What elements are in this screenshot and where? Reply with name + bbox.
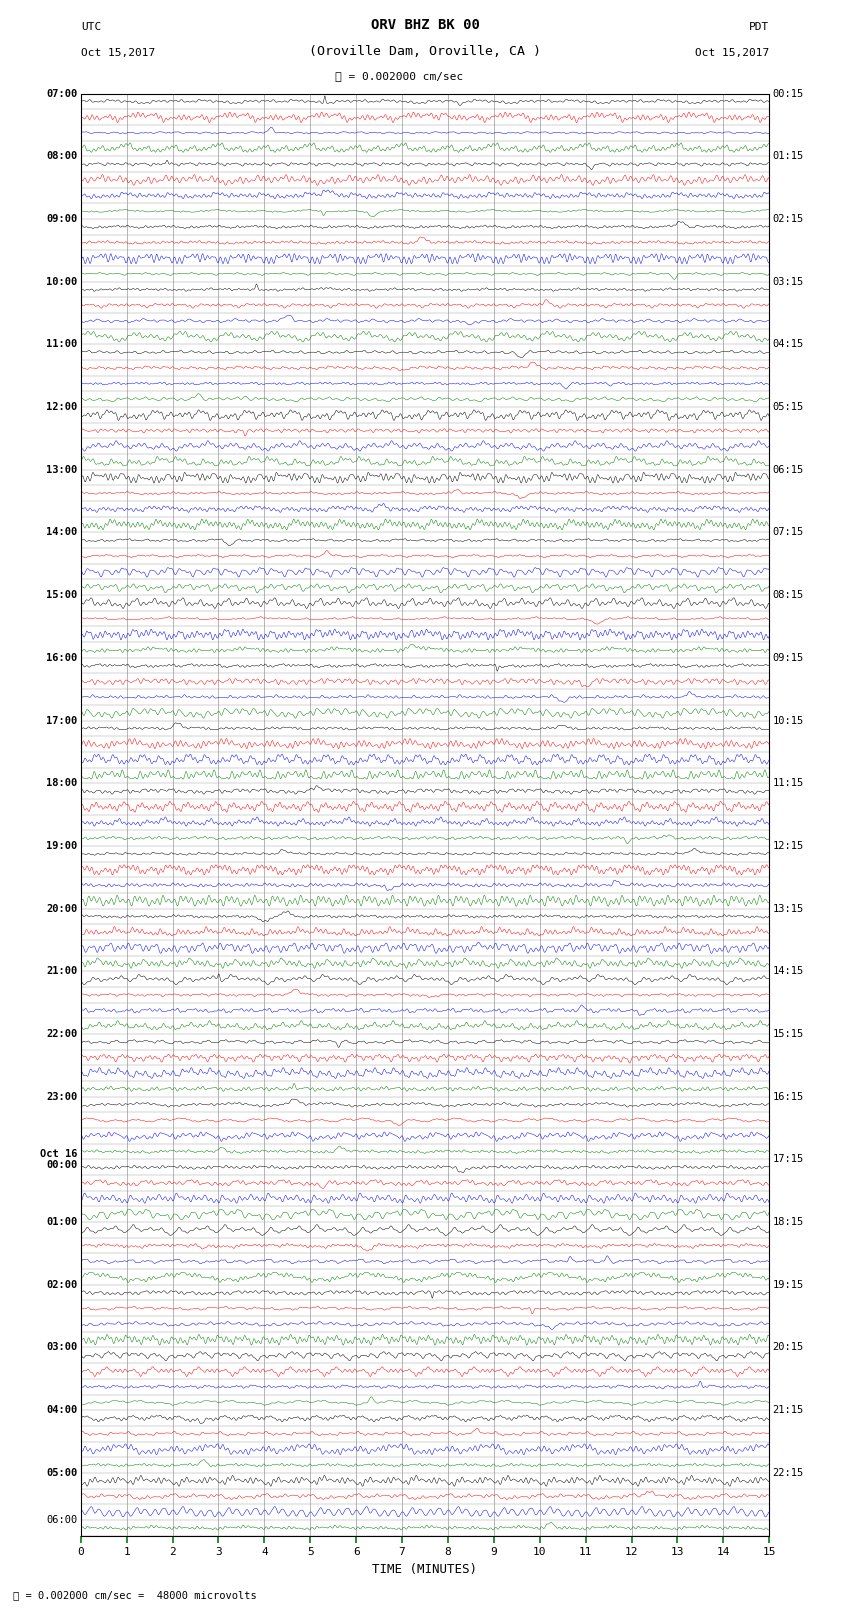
Text: 14:00: 14:00 [46,527,77,537]
Text: 07:15: 07:15 [773,527,804,537]
Text: 01:15: 01:15 [773,152,804,161]
Text: 12:00: 12:00 [46,402,77,411]
Text: 01:00: 01:00 [46,1218,77,1227]
Text: 06:15: 06:15 [773,465,804,474]
Text: 09:15: 09:15 [773,653,804,663]
Text: 05:15: 05:15 [773,402,804,411]
Text: 16:00: 16:00 [46,653,77,663]
Text: 17:00: 17:00 [46,716,77,726]
Text: 10:15: 10:15 [773,716,804,726]
Text: 18:00: 18:00 [46,777,77,789]
Text: Oct 15,2017: Oct 15,2017 [81,48,155,58]
Text: 19:15: 19:15 [773,1279,804,1290]
X-axis label: TIME (MINUTES): TIME (MINUTES) [372,1563,478,1576]
Text: 13:00: 13:00 [46,465,77,474]
Text: 21:00: 21:00 [46,966,77,976]
Text: Oct 15,2017: Oct 15,2017 [695,48,769,58]
Text: 19:00: 19:00 [46,840,77,852]
Text: ORV BHZ BK 00: ORV BHZ BK 00 [371,18,479,32]
Text: 11:00: 11:00 [46,339,77,350]
Text: 11:15: 11:15 [773,777,804,789]
Text: Oct 16
00:00: Oct 16 00:00 [40,1148,77,1169]
Text: 20:00: 20:00 [46,903,77,913]
Text: 15:00: 15:00 [46,590,77,600]
Text: 22:15: 22:15 [773,1468,804,1478]
Text: 21:15: 21:15 [773,1405,804,1415]
Text: 03:00: 03:00 [46,1342,77,1352]
Text: 04:00: 04:00 [46,1405,77,1415]
Text: 05:00: 05:00 [46,1468,77,1478]
Text: PDT: PDT [749,23,769,32]
Text: 02:00: 02:00 [46,1279,77,1290]
Text: ⎹ = 0.002000 cm/sec: ⎹ = 0.002000 cm/sec [336,71,463,81]
Text: 04:15: 04:15 [773,339,804,350]
Text: (Oroville Dam, Oroville, CA ): (Oroville Dam, Oroville, CA ) [309,45,541,58]
Text: 13:15: 13:15 [773,903,804,913]
Text: 07:00: 07:00 [46,89,77,98]
Text: 14:15: 14:15 [773,966,804,976]
Text: 08:00: 08:00 [46,152,77,161]
Text: 08:15: 08:15 [773,590,804,600]
Text: 09:00: 09:00 [46,215,77,224]
Text: ⎹ = 0.002000 cm/sec =  48000 microvolts: ⎹ = 0.002000 cm/sec = 48000 microvolts [13,1590,257,1600]
Text: 23:00: 23:00 [46,1092,77,1102]
Text: 00:15: 00:15 [773,89,804,98]
Text: 15:15: 15:15 [773,1029,804,1039]
Text: 12:15: 12:15 [773,840,804,852]
Text: 20:15: 20:15 [773,1342,804,1352]
Text: 18:15: 18:15 [773,1218,804,1227]
Text: 22:00: 22:00 [46,1029,77,1039]
Text: 10:00: 10:00 [46,277,77,287]
Text: 17:15: 17:15 [773,1155,804,1165]
Text: UTC: UTC [81,23,101,32]
Text: 02:15: 02:15 [773,215,804,224]
Text: 03:15: 03:15 [773,277,804,287]
Text: 16:15: 16:15 [773,1092,804,1102]
Text: 06:00: 06:00 [46,1515,77,1524]
